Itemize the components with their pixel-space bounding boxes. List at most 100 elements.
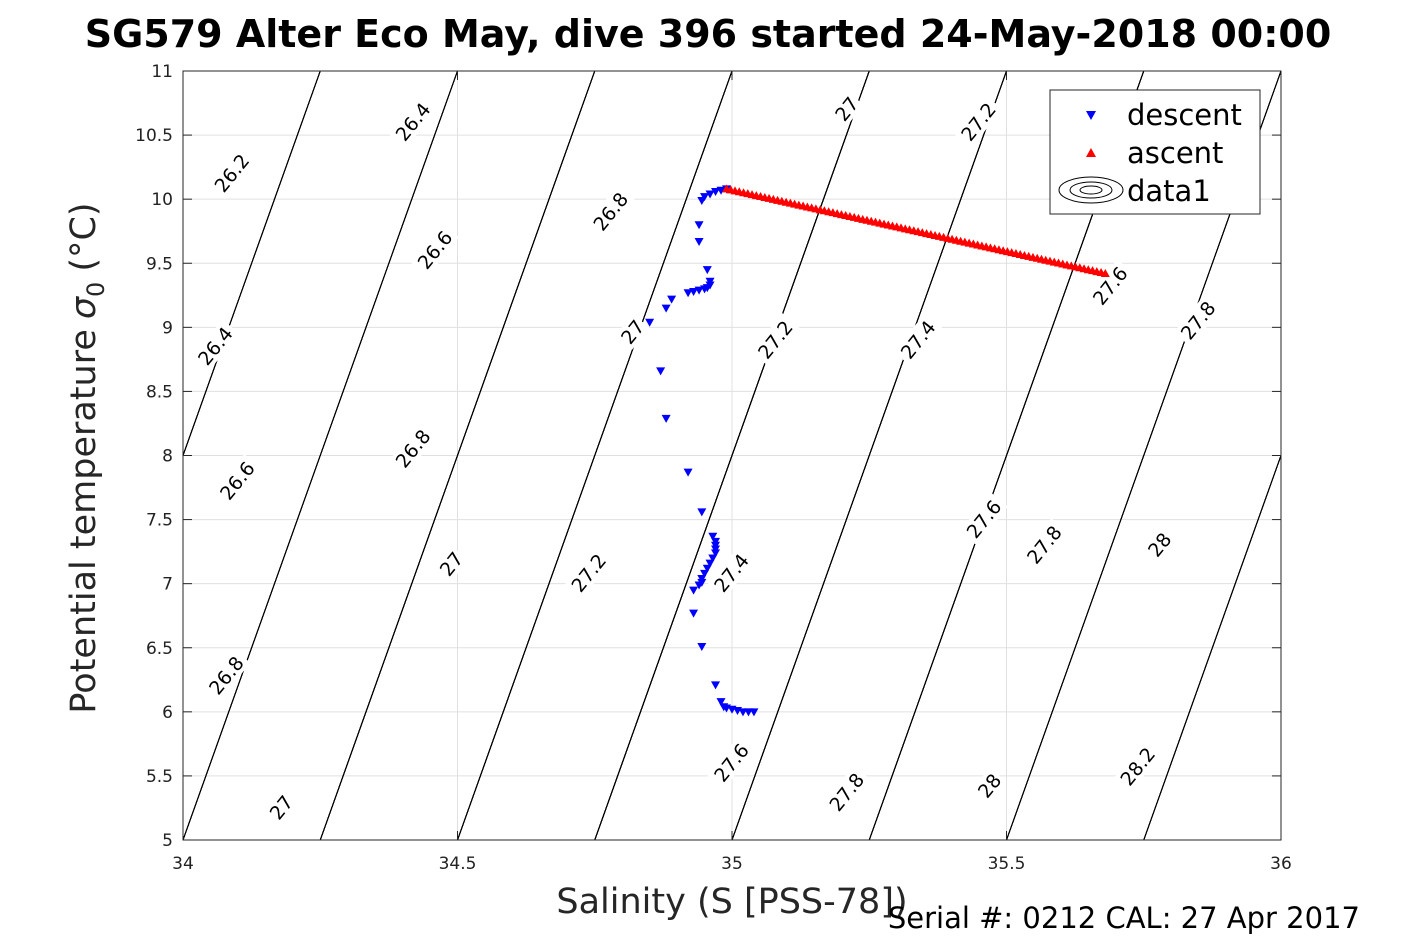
descent-point — [661, 414, 671, 423]
contour-label-backdrop — [433, 546, 469, 582]
contour-label: 27.2 — [953, 95, 1003, 148]
contour-label-backdrop — [615, 314, 650, 350]
contour-label: 28.2 — [1113, 739, 1162, 793]
contour-label-backdrop — [1085, 259, 1135, 313]
contour-label-text: 28 — [1144, 529, 1176, 562]
ascent-point — [1100, 269, 1110, 278]
legend-contour-icon — [1058, 176, 1124, 204]
descent-point — [702, 564, 712, 573]
contour-label-text: 27 — [436, 548, 468, 581]
contour-label: 27 — [263, 789, 299, 826]
contour-label-backdrop — [1142, 526, 1177, 563]
contour-label-backdrop — [953, 95, 1003, 148]
descent-point — [716, 698, 726, 707]
contour-label-backdrop — [706, 736, 756, 789]
y-tick-label: 6.5 — [146, 639, 173, 659]
isopycnal-line — [594, 71, 870, 840]
contour-label-backdrop — [750, 313, 800, 366]
y-axis-label-subscript: 0 — [82, 282, 110, 297]
descent-point — [697, 642, 707, 651]
y-tick-label: 9.5 — [146, 254, 173, 274]
contour-label-backdrop — [564, 546, 613, 600]
y-tick-label: 5.5 — [146, 767, 173, 787]
contour-label-backdrop — [212, 454, 262, 507]
contour-label: 26.6 — [212, 454, 262, 507]
descent-point — [697, 196, 707, 205]
isopycnal-line — [1143, 454, 1281, 840]
y-tick-label: 7.5 — [146, 511, 173, 531]
descent-point — [697, 508, 707, 517]
contour-label: 26.8 — [586, 185, 635, 238]
y-axis-label: Potential temperature σ0 (°C) — [64, 202, 110, 713]
x-tick-label: 36 — [1270, 854, 1292, 874]
contour-label: 27.4 — [893, 313, 943, 366]
isopycnal-line — [183, 71, 321, 457]
legend: descent ascent data1 — [1049, 89, 1261, 215]
y-tick-label: 8 — [162, 447, 173, 467]
descent-point — [700, 569, 710, 578]
contour-label-backdrop — [263, 789, 299, 826]
contour-label-backdrop — [829, 91, 864, 127]
contour-label-text: 28 — [974, 770, 1006, 803]
contour-label: 27 — [433, 546, 469, 582]
contour-label: 27.2 — [564, 546, 613, 600]
y-axis-label-unit: (°C) — [64, 202, 104, 271]
contour-label-backdrop — [586, 185, 635, 238]
contour-label-backdrop — [1019, 518, 1069, 571]
contour-label: 27.8 — [1019, 518, 1069, 571]
x-axis-label: Salinity (S [PSS-78]) — [556, 882, 907, 922]
y-tick-label: 10.5 — [135, 126, 173, 146]
isopycnal-line — [1280, 838, 1281, 840]
descent-point — [661, 304, 671, 313]
descent-point — [694, 237, 704, 246]
isopycnal-line — [183, 71, 458, 840]
x-tick-label: 35 — [721, 854, 743, 874]
contour-label-backdrop — [971, 767, 1007, 804]
descent-point — [683, 468, 693, 477]
axis-ticks: 34 34.5 35 35.5 36 5 5.5 6 6.5 7 7.5 8 8.5 9 9.5 10 10.5… — [135, 62, 1292, 874]
descent-point — [656, 367, 666, 376]
contour-label: 27.2 — [750, 313, 800, 366]
descent-point — [667, 295, 677, 304]
contour-label-text: 27 — [266, 792, 298, 825]
contour-label-text: 27 — [831, 93, 863, 126]
contour-label-backdrop — [201, 648, 251, 702]
descent-point — [711, 187, 721, 196]
descent-point — [711, 549, 721, 558]
y-tick-label: 9 — [162, 318, 173, 338]
y-tick-label: 8.5 — [146, 382, 173, 402]
descent-point — [749, 708, 759, 717]
contour-label: 27.8 — [822, 765, 871, 819]
isopycnal-line — [0, 71, 46, 840]
serial-calibration-footer: Serial #: 0212 CAL: 27 Apr 2017 — [888, 901, 1360, 935]
y-tick-label: 6 — [162, 703, 173, 723]
contour-label-backdrop — [1113, 739, 1162, 793]
descent-point — [645, 318, 655, 327]
descent-point — [711, 681, 721, 690]
contour-label-backdrop — [190, 319, 240, 373]
isopycnal-line — [731, 71, 1007, 840]
contour-label: 26.6 — [410, 223, 460, 277]
x-tick-label: 34.5 — [439, 854, 477, 874]
descent-point — [708, 532, 718, 541]
contour-label-backdrop — [388, 422, 438, 475]
isopycnal-line — [1280, 838, 1281, 840]
contour-label: 26.4 — [388, 95, 438, 148]
contour-label: 28 — [1142, 526, 1177, 563]
legend-ascent-label: ascent — [1127, 136, 1223, 170]
contour-label-backdrop — [1173, 293, 1223, 347]
isopycnal-line — [0, 71, 46, 840]
contour-label-backdrop — [410, 223, 460, 277]
contour-label: 27 — [829, 91, 864, 127]
legend-descent-label: descent — [1127, 98, 1242, 132]
isopycnal-line — [457, 71, 733, 840]
legend-data1-label: data1 — [1127, 174, 1211, 208]
contour-label-backdrop — [822, 765, 871, 819]
descent-point — [683, 289, 693, 298]
isopycnal-line — [1280, 838, 1281, 840]
chart-title: SG579 Alter Eco May, dive 396 started 24… — [85, 12, 1332, 56]
descent-point — [705, 559, 715, 568]
isopycnal-line — [0, 71, 46, 840]
contour-label-text: 27 — [617, 316, 649, 349]
